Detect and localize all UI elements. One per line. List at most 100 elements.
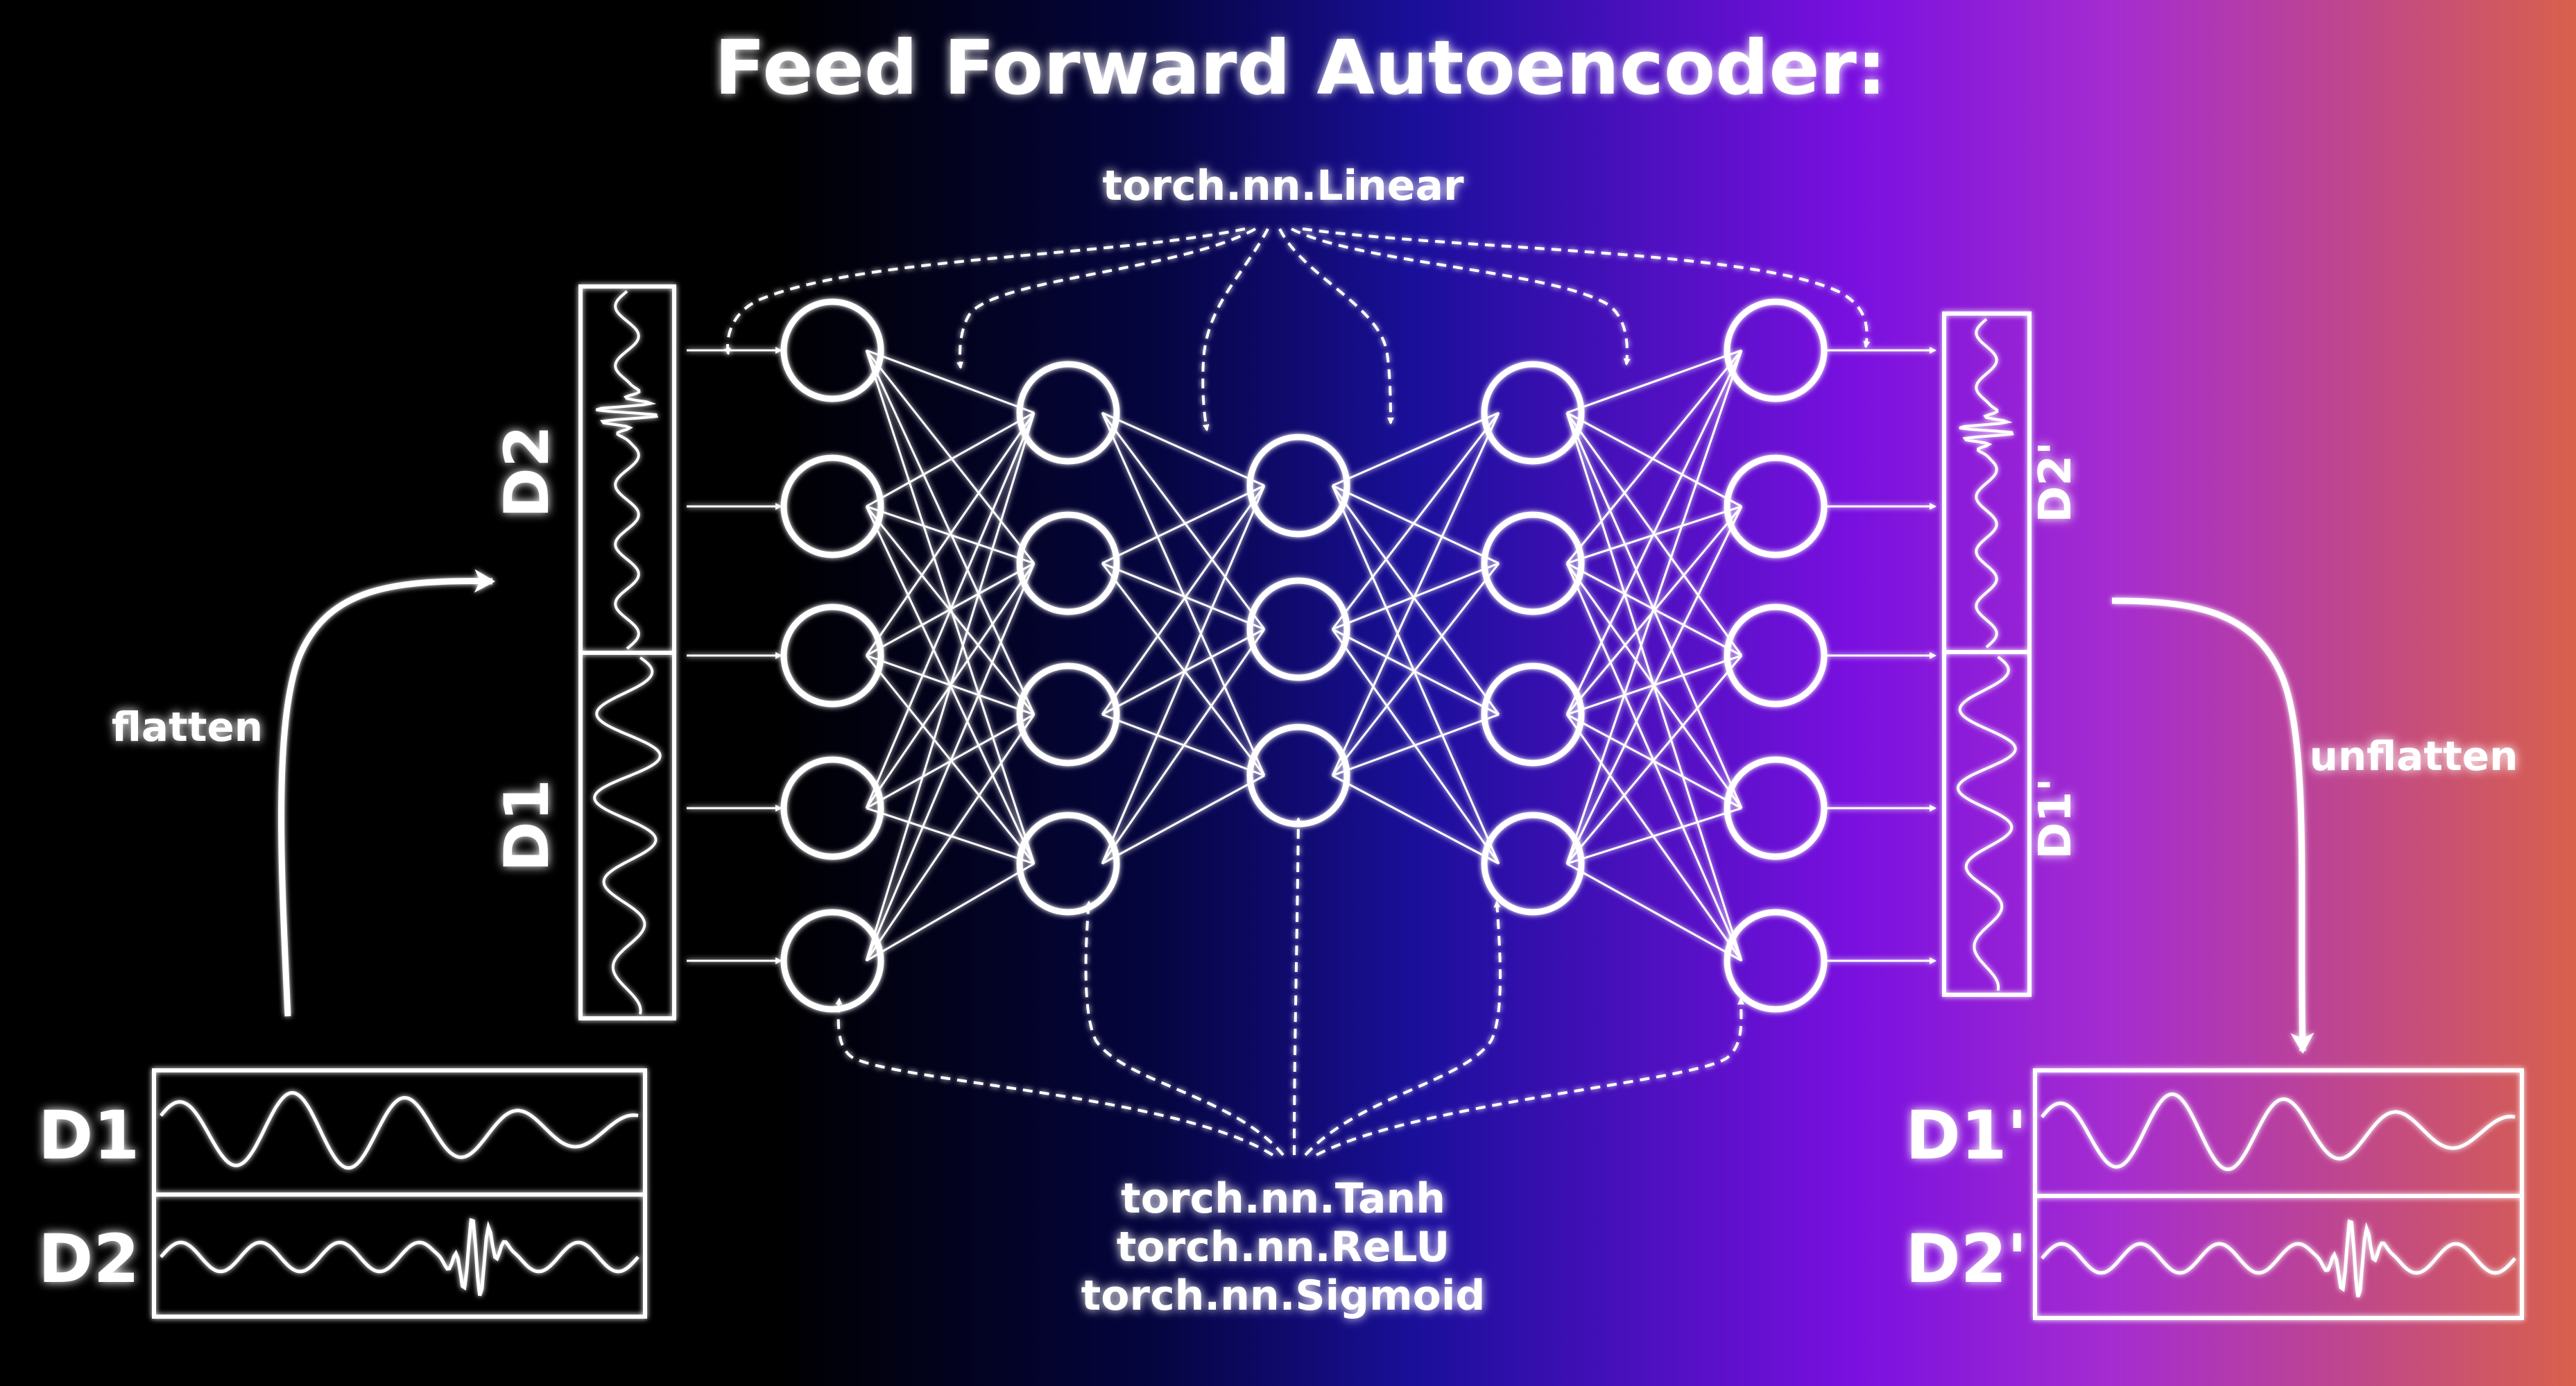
annotation-dashed-lines: [723, 228, 1871, 1156]
output-vector-panel: [1942, 311, 2032, 997]
linear-dash-2: [956, 228, 1256, 369]
input-signal-d1: [160, 1090, 639, 1170]
output-signal-d2-label: D2': [1905, 1220, 2027, 1298]
connection-edge: [1566, 411, 1742, 508]
activation-relu-label: torch.nn.ReLU: [1117, 1223, 1450, 1272]
connection-edge: [866, 862, 1035, 962]
neuron-node: [780, 909, 884, 1013]
connection-edge: [865, 412, 1036, 809]
neuron-node: [780, 298, 884, 402]
connection-edge: [1565, 506, 1743, 864]
neuron-node: [780, 454, 884, 558]
neuron-node: [1724, 909, 1828, 1013]
neuron-node: [1246, 577, 1350, 681]
connection-edge: [1101, 411, 1265, 487]
connection-edge: [1101, 774, 1265, 865]
linear-dash-3: [1201, 228, 1269, 431]
connection-edge: [1101, 562, 1265, 631]
connection-edge: [1565, 350, 1743, 715]
connection-edge: [1332, 774, 1500, 865]
connection-edge: [1331, 485, 1500, 715]
output-signal-d1: [2041, 1092, 2516, 1172]
connection-edge: [1565, 655, 1743, 864]
neuron-node: [780, 756, 884, 860]
connection-edge: [1565, 350, 1743, 864]
output-signal-d2: [2041, 1219, 2516, 1298]
connection-edge: [1101, 485, 1266, 715]
activation-dash-1: [835, 998, 1274, 1156]
connection-edge: [1101, 484, 1265, 565]
neuron-node: [1724, 756, 1828, 860]
output-d2-label: D2': [2030, 441, 2081, 522]
connection-edge: [1331, 412, 1500, 630]
neuron-node: [1724, 298, 1828, 402]
neuron-node: [1481, 511, 1585, 615]
connection-edge: [1565, 506, 1743, 715]
linear-layer-label: torch.nn.Linear: [1102, 162, 1463, 210]
connection-edge: [1331, 412, 1500, 776]
linear-dash-5: [1291, 228, 1631, 366]
connection-edge: [1331, 628, 1500, 864]
neuron-node: [1481, 662, 1585, 767]
linear-dash-4: [1278, 228, 1394, 425]
neuron-node: [1724, 604, 1828, 708]
connection-edge: [1332, 484, 1500, 565]
connection-edge: [865, 350, 1036, 864]
flatten-label: flatten: [112, 703, 263, 751]
connection-edge: [1566, 862, 1742, 962]
input-signal-d2-vertical: [595, 290, 658, 650]
connection-edge: [865, 563, 1036, 961]
output-signal-d1-vertical: [1956, 656, 2017, 991]
input-signal-d1-vertical: [593, 656, 662, 1015]
network-nodes: [780, 298, 1828, 1013]
connection-edge: [1566, 807, 1742, 865]
neuron-node: [1724, 454, 1828, 558]
activation-dash-2: [1084, 900, 1285, 1156]
activation-dash-4: [1304, 900, 1502, 1156]
neuron-node: [1016, 361, 1120, 465]
connection-edge: [1101, 628, 1265, 716]
neuron-node: [1481, 812, 1585, 916]
neuron-node: [1016, 812, 1120, 916]
connection-edge: [1101, 563, 1266, 776]
activation-dash-5: [1316, 998, 1745, 1156]
flow-arrows: [278, 569, 2315, 1054]
connection-edge: [1566, 505, 1742, 565]
connection-edge: [866, 349, 1035, 414]
output-signal-d2-vertical: [1959, 318, 2014, 649]
neuron-node: [780, 604, 884, 708]
linear-dash-1: [723, 228, 1246, 355]
connection-edge: [1565, 350, 1743, 564]
connection-edge: [1332, 411, 1500, 487]
input-d2-label: D2: [491, 425, 563, 518]
connection-edge: [1565, 714, 1743, 961]
connection-edge: [1566, 713, 1742, 810]
connection-edge: [865, 714, 1036, 961]
connection-edge: [1332, 713, 1500, 777]
activation-tanh-label: torch.nn.Tanh: [1121, 1174, 1445, 1223]
input-d1-label: D1: [491, 779, 563, 872]
neuron-node: [1016, 662, 1120, 767]
input-signal-d2: [160, 1217, 639, 1297]
connection-edge: [865, 412, 1036, 656]
output-signal-d1-label: D1': [1905, 1097, 2027, 1174]
linear-dash-6: [1302, 228, 1871, 348]
connection-edge: [1331, 485, 1500, 864]
output-d1-label: D1': [2030, 778, 2081, 859]
connection-edge: [866, 411, 1035, 508]
connection-edge: [1101, 485, 1266, 864]
neuron-node: [1016, 511, 1120, 615]
input-signal-d2-label: D2: [38, 1220, 139, 1298]
diagram-title: Feed Forward Autoencoder:: [714, 25, 1887, 112]
output-signals-panel: [2033, 1068, 2524, 1320]
input-vector-panel: [578, 284, 676, 1020]
connection-edge: [1101, 412, 1266, 630]
connection-edge: [1331, 563, 1500, 776]
flatten-arrow: [278, 569, 495, 1017]
activation-sigmoid-label: torch.nn.Sigmoid: [1081, 1272, 1486, 1320]
input-signal-d1-label: D1: [38, 1097, 139, 1174]
unflatten-label: unflatten: [2310, 733, 2518, 780]
neuron-node: [1481, 361, 1585, 465]
